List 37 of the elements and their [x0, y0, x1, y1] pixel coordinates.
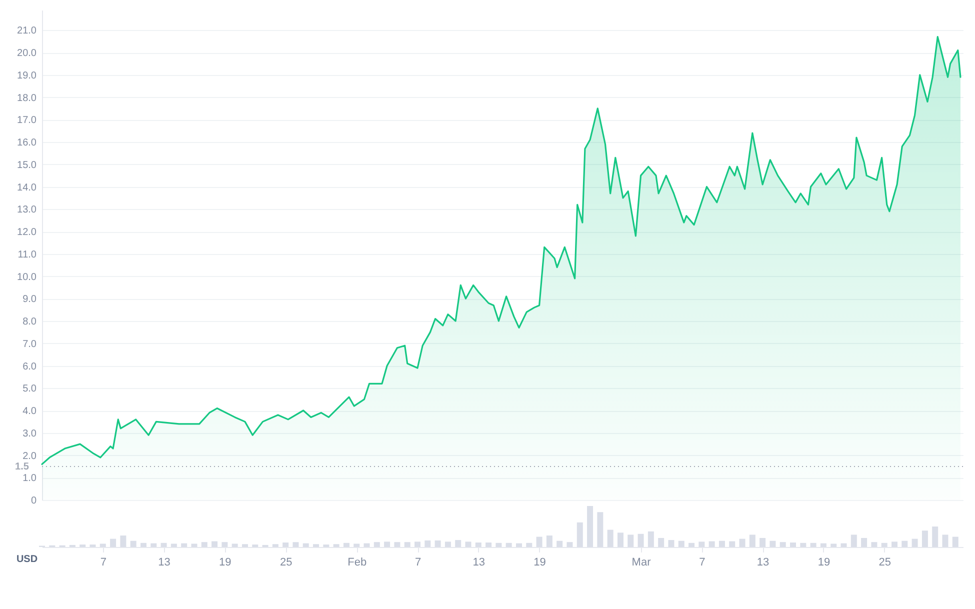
- y-tick-label: 20.0: [17, 48, 37, 60]
- y-tick-label: 6.0: [22, 361, 37, 372]
- y-tick-label: 7.0: [22, 338, 37, 350]
- y-tick-label: 9.0: [22, 294, 37, 306]
- text: USD: [16, 554, 38, 565]
- y-tick-label: 14.0: [17, 182, 37, 194]
- ref-line-label: 1.5: [15, 461, 30, 472]
- y-tick-label: 8.0: [22, 316, 37, 328]
- x-tick-label: 7: [100, 556, 106, 568]
- y-tick-label: 4.0: [22, 406, 37, 417]
- y-tick-label: 16.0: [17, 138, 37, 149]
- x-tick-label: 13: [158, 556, 170, 568]
- y-tick-label: 2.0: [22, 450, 37, 462]
- x-tick-label: 19: [818, 556, 830, 568]
- y-tick-label: 15.0: [17, 160, 37, 171]
- y-tick-label: 21.0: [17, 26, 37, 37]
- x-tick-label: Feb: [348, 556, 367, 568]
- y-tick-label: 12.0: [17, 227, 37, 238]
- x-tick-label: 7: [699, 556, 706, 568]
- y-tick-label: 1.0: [22, 473, 37, 484]
- x-tick-label: 19: [534, 556, 546, 568]
- y-tick-label: 3.0: [22, 428, 37, 440]
- y-tick-label: 18.0: [17, 92, 37, 104]
- y-tick-label: 10.0: [17, 272, 37, 283]
- y-tick-label: 11.0: [18, 249, 37, 260]
- y-tick-label: 13.0: [17, 204, 37, 216]
- x-tick-label: 13: [472, 556, 486, 568]
- x-tick-label: 13: [756, 556, 770, 568]
- x-tick-label: 7: [414, 556, 422, 568]
- x-tick-label: Mar: [632, 556, 652, 568]
- y-tick-label: 17.0: [17, 115, 37, 126]
- y-tick-label: 5.0: [22, 384, 37, 395]
- y-tick-label: 0: [30, 496, 37, 506]
- x-tick-label: 19: [219, 556, 232, 568]
- x-tick-label: 25: [878, 556, 891, 568]
- y-tick-label: 19.0: [17, 70, 37, 82]
- x-tick-label: 25: [280, 556, 292, 568]
